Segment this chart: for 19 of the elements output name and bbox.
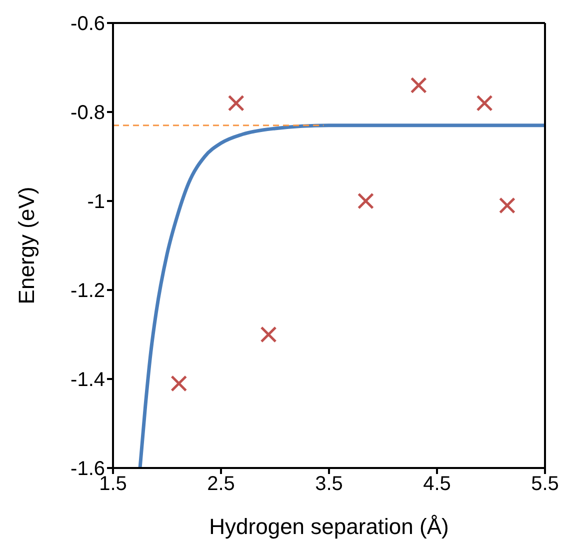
point <box>410 77 427 94</box>
x-tick-label: 5.5 <box>531 473 559 496</box>
y-tick-label: -0.8 <box>70 102 105 124</box>
point <box>498 197 516 214</box>
point <box>260 326 277 343</box>
x-axis-title: Hydrogen separation (Å) <box>209 514 449 539</box>
point <box>170 375 188 392</box>
x-tick-label: 4.5 <box>423 473 451 496</box>
line-series <box>138 124 545 468</box>
y-tick-label: -0.6 <box>70 13 105 36</box>
y-tick-label: -1.2 <box>70 280 105 302</box>
point <box>228 94 244 112</box>
point <box>357 192 374 210</box>
y-axis-title: Energy (eV) <box>14 186 39 304</box>
y-tick-label: -1 <box>87 191 105 214</box>
x-tick-label: 2.5 <box>207 473 235 496</box>
y-tick-label: -1.4 <box>70 369 105 392</box>
point <box>476 94 493 112</box>
x-tick-label: 3.5 <box>315 473 343 496</box>
